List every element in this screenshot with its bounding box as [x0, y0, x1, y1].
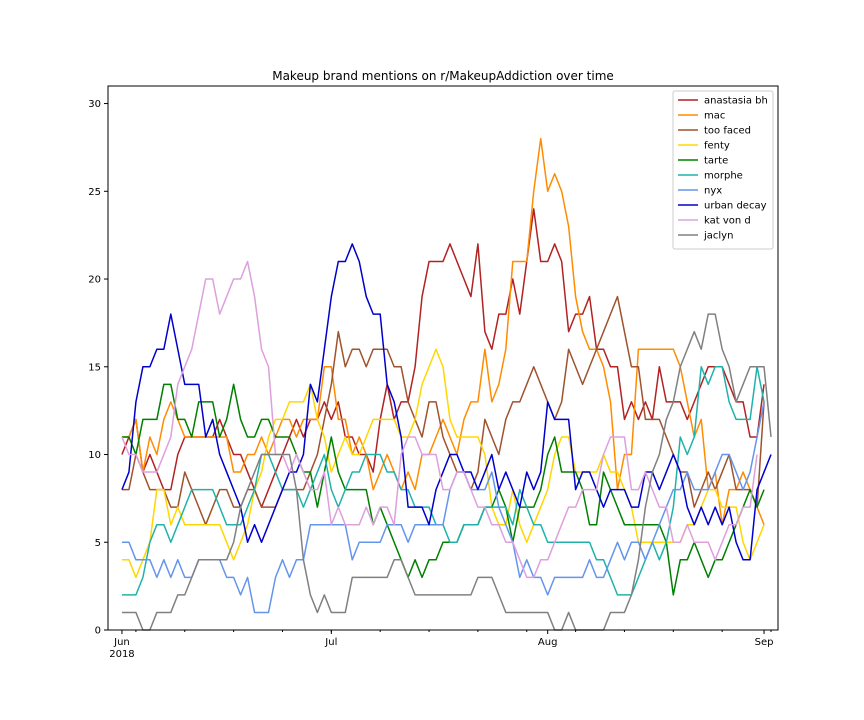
series-line-mac: [121, 137, 765, 526]
x-tick-label: Jun: [113, 637, 130, 648]
plot-frame: [107, 85, 779, 631]
series-line-nyx: [121, 401, 765, 614]
y-tick-label: 5: [95, 538, 101, 549]
chart-title: Makeup brand mentions on r/MakeupAddicti…: [272, 69, 614, 83]
series-line-kat-von-d: [121, 260, 758, 579]
series-line-anastasia-bh: [121, 208, 765, 508]
series-line-too-faced: [121, 295, 765, 526]
series-line-fenty: [121, 348, 765, 579]
legend-label-kat-von-d: kat von d: [704, 216, 751, 227]
y-tick-label: 20: [88, 275, 101, 286]
legend-label-fenty: fenty: [704, 141, 730, 152]
y-axis: 0 5 10 15 20 25 30: [88, 99, 108, 637]
series-line-urban-decay: [121, 243, 772, 561]
legend-label-mac: mac: [704, 111, 725, 122]
legend-label-urban-decay: urban decay: [704, 201, 767, 212]
series-line-tarte: [121, 383, 765, 596]
legend: anastasia bh mac too faced fenty tarte morphe…: [672, 90, 774, 250]
legend-label-anastasia-bh: anastasia bh: [704, 96, 768, 107]
x-tick-label: Aug: [538, 637, 558, 648]
legend-label-too-faced: too faced: [704, 126, 751, 137]
legend-label-jaclyn: jaclyn: [703, 231, 733, 242]
series-layer: [121, 137, 772, 631]
y-tick-label: 15: [88, 362, 101, 373]
legend-label-tarte: tarte: [704, 156, 728, 167]
y-tick-label: 25: [88, 187, 101, 198]
series-line-jaclyn: [121, 313, 772, 631]
legend-label-morphe: morphe: [704, 171, 743, 182]
y-tick-label: 10: [88, 450, 101, 461]
y-tick-label: 30: [88, 99, 101, 110]
x-tick-sublabel: 2018: [109, 649, 134, 660]
x-tick-label: Jul: [324, 637, 337, 648]
y-tick-label: 0: [95, 626, 101, 637]
legend-label-nyx: nyx: [704, 186, 722, 197]
x-tick-label: Sep: [755, 637, 774, 648]
